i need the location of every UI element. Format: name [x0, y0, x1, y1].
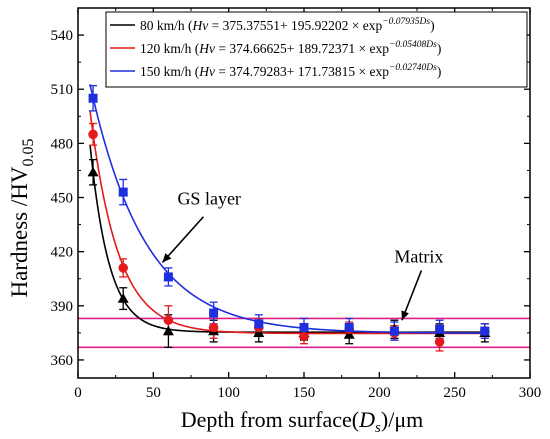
data-point-series-2 — [163, 315, 174, 326]
x-tick-label: 250 — [443, 385, 466, 401]
y-tick-label: 390 — [51, 299, 74, 315]
data-point-series-3 — [480, 326, 490, 336]
data-point-series-3 — [299, 322, 309, 332]
legend-entry-series-1: 80 km/h (Hv = 375.37551+ 195.92202 × exp… — [140, 17, 435, 33]
legend-box — [105, 11, 528, 88]
y-tick-label: 420 — [51, 245, 74, 261]
data-point-series-3 — [118, 187, 128, 197]
x-axis-title: Depth from surface(Ds)/μm — [181, 407, 423, 436]
x-tick-label: 150 — [293, 385, 316, 401]
y-axis-title-main: Hardness /HV — [7, 166, 32, 297]
y-axis-title: Hardness /HV0.05 — [7, 139, 37, 298]
data-point-series-3 — [344, 322, 354, 332]
x-axis-title-tail: )/μm — [381, 407, 423, 432]
data-point-series-2 — [299, 331, 309, 342]
data-point-series-2 — [88, 129, 98, 140]
data-point-series-2 — [208, 322, 219, 333]
y-tick-label: 540 — [51, 28, 74, 44]
y-tick-label: 360 — [51, 353, 74, 369]
legend-entry-series-3: 150 km/h (Hv = 374.79283+ 171.73815 × ex… — [140, 63, 441, 79]
data-point-series-1 — [162, 325, 174, 336]
data-point-series-3 — [254, 319, 264, 329]
x-axis-title-subscript: s — [375, 420, 381, 436]
data-point-series-3 — [88, 93, 98, 103]
data-point-series-2 — [434, 337, 445, 347]
fit-curve-series-2 — [89, 111, 488, 335]
legend-entry-series-2: 120 km/h (Hv = 374.66625+ 189.72371 × ex… — [140, 40, 441, 56]
x-axis-title-main: Depth from surface( — [181, 407, 359, 432]
data-group — [87, 84, 491, 352]
annotation-text-2: Matrix — [394, 246, 443, 266]
x-axis-title-symbol: D — [358, 407, 375, 432]
annotation-arrow-1 — [161, 216, 205, 264]
x-tick-label: 100 — [217, 385, 240, 401]
x-tick-label: 0 — [74, 385, 82, 401]
data-point-series-2 — [118, 263, 128, 273]
legend: 80 km/h (Hv = 375.37551+ 195.92202 × exp… — [105, 11, 528, 88]
y-tick-label: 510 — [51, 82, 74, 98]
annotation-arrowhead-2 — [401, 310, 409, 321]
data-point-series-3 — [389, 326, 399, 336]
y-tick-label: 450 — [51, 191, 74, 207]
y-axis-title-subscript: 0.05 — [20, 139, 37, 167]
x-tick-label: 300 — [519, 385, 542, 401]
data-point-series-1 — [87, 166, 99, 177]
data-point-series-3 — [209, 308, 219, 318]
data-point-series-3 — [435, 324, 445, 334]
annotation-text-1: GS layer — [177, 189, 240, 209]
plot-area: 0 50 100 150 200 250 300 360 390 420 450 480 510 540 G… — [51, 7, 542, 401]
data-point-series-1 — [117, 293, 129, 303]
annotation-arrowhead-1 — [162, 253, 172, 263]
x-tick-label: 50 — [146, 385, 161, 401]
y-tick-label: 480 — [51, 136, 74, 152]
fit-curve-series-3 — [89, 84, 488, 334]
x-tick-label: 200 — [368, 385, 391, 401]
data-point-series-3 — [163, 272, 173, 282]
